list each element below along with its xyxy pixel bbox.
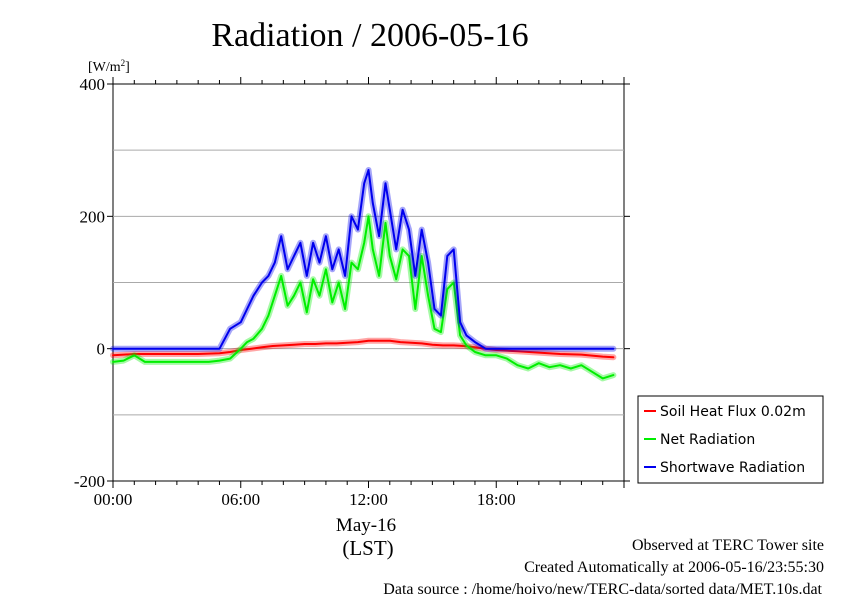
y-tick-label-1: 0 (97, 340, 106, 359)
series-line-2 (112, 169, 615, 350)
legend: Soil Heat Flux 0.02m Net Radiation Shortwa… (637, 395, 824, 484)
x-axis-ticks: 00:00 06:00 12:00 18:00 (94, 77, 625, 509)
series-line-1 (112, 215, 615, 380)
legend-label-2: Shortwave Radiation (660, 460, 805, 476)
legend-box (637, 395, 824, 484)
data-series (110, 167, 617, 382)
y-tick-label-2: 200 (80, 207, 106, 226)
legend-label-0: Soil Heat Flux 0.02m (660, 404, 806, 420)
x-tick-label-0: 00:00 (94, 490, 133, 509)
x-tick-label-1: 06:00 (221, 490, 260, 509)
y-axis-ticks: -200 0 200 400 (74, 75, 630, 491)
series-line-0 (112, 339, 615, 359)
y-tick-label-3: 400 (80, 75, 106, 94)
footer-created: Created Automatically at 2006-05-16/23:5… (524, 559, 824, 576)
chart-title: Radiation / 2006-05-16 (211, 17, 528, 54)
x-date-label: May-16 (336, 515, 396, 536)
footer-observed: Observed at TERC Tower site (632, 537, 824, 554)
x-tick-label-3: 18:00 (477, 490, 516, 509)
legend-label-1: Net Radiation (660, 432, 755, 448)
y-tick-label-0: -200 (74, 472, 105, 491)
footer-data-source: Data source : /home/hoivo/new/TERC-data/… (383, 581, 822, 595)
x-tick-label-2: 12:00 (349, 490, 388, 509)
x-axis-label: (LST) (342, 536, 393, 560)
y-unit-label: [W/m2] (88, 58, 130, 75)
